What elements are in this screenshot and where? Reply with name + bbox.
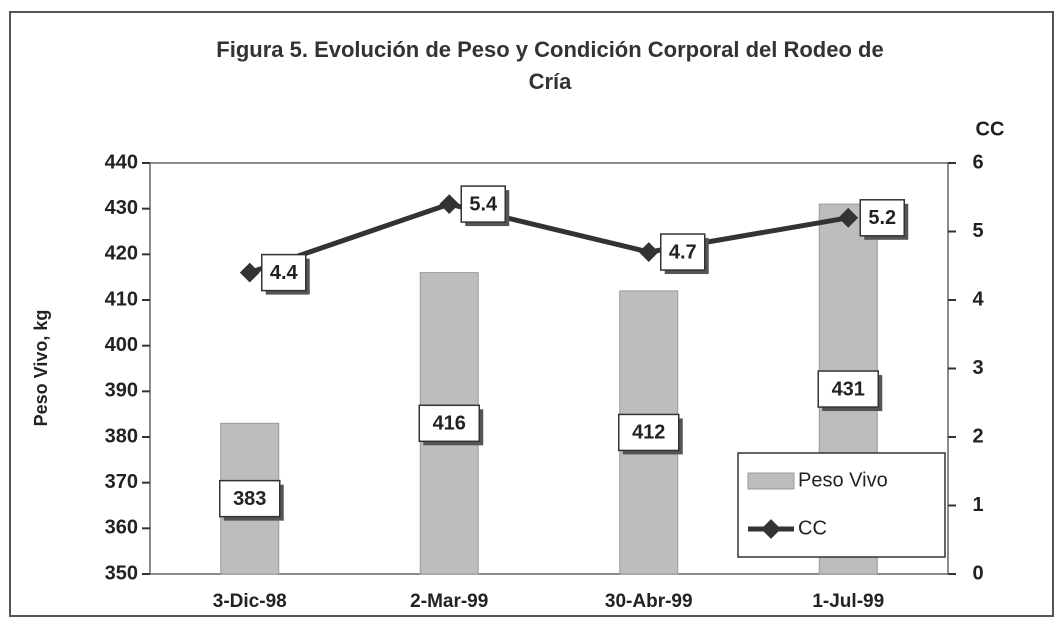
y-tick-label: 400 (105, 334, 138, 356)
label-box (418, 404, 480, 443)
y2-tick-label: 4 (972, 288, 984, 310)
label-box (859, 199, 905, 237)
y2-tick-label: 3 (972, 357, 983, 379)
marker (638, 242, 659, 262)
y-tick-label: 410 (105, 288, 138, 310)
line (248, 201, 849, 275)
marker (439, 194, 460, 214)
y-tick-label: 430 (105, 197, 138, 219)
y2-tick-label: 6 (972, 151, 983, 173)
label-box (660, 233, 706, 271)
x-tick-label: 3-Dic-98 (213, 591, 287, 612)
y2-tick-label: 2 (972, 425, 983, 447)
label-box (261, 253, 307, 292)
y-tick-label: 420 (105, 243, 138, 265)
y-tick-label: 380 (105, 425, 138, 447)
legend-swatch (747, 472, 795, 490)
legend-label: Peso Vivo (798, 469, 888, 491)
data-label: 4.4 (270, 262, 299, 284)
y-tick-label: 440 (105, 151, 138, 173)
data-label: 431 (832, 378, 865, 400)
legend-label: CC (798, 517, 827, 539)
y-tick-label: 360 (105, 517, 138, 539)
chart-border (9, 11, 1054, 617)
y2-tick-label: 1 (972, 494, 983, 516)
y-tick-label: 370 (105, 471, 138, 493)
label-box (817, 370, 879, 408)
y2-axis-label: CC (976, 118, 1005, 140)
data-label: 5.4 (469, 193, 498, 215)
y-tick-label: 390 (105, 380, 138, 402)
label-box (460, 185, 506, 223)
y2-tick-label: 5 (972, 220, 983, 242)
y2-tick-label: 0 (972, 562, 983, 584)
legend-marker (761, 519, 781, 539)
label-box (219, 479, 281, 518)
x-tick-label: 30-Abr-99 (605, 591, 693, 612)
data-label: 412 (632, 422, 665, 444)
y-tick-label: 350 (105, 562, 138, 584)
x-tick-label: 1-Jul-99 (812, 591, 884, 612)
label-box (618, 413, 680, 452)
x-tick-label: 2-Mar-99 (410, 591, 488, 612)
data-label: 383 (233, 488, 266, 510)
data-label: 5.2 (868, 207, 896, 229)
data-label: 416 (433, 413, 466, 435)
y-axis-label: Peso Vivo, kg (31, 310, 51, 427)
chart-title: Figura 5. Evolución de Peso y Condición … (216, 37, 884, 94)
legend-box (737, 452, 946, 558)
data-label: 4.7 (669, 241, 697, 263)
marker (239, 262, 260, 283)
